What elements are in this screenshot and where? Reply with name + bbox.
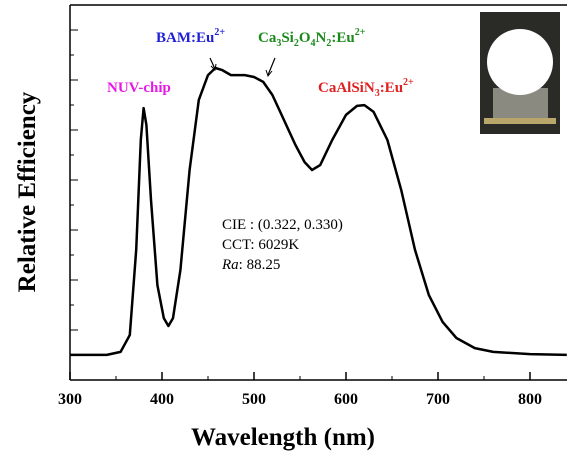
info-text: Ra: 88.25 [221,257,280,273]
x-tick-label: 800 [518,391,542,408]
x-tick-label: 600 [334,391,358,408]
x-axis-label: Wavelength (nm) [191,424,375,451]
x-tick-label: 500 [242,391,266,408]
annotation: BAM:Eu2+​ [156,27,225,46]
x-tick-label: 300 [58,391,82,408]
x-tick-label: 400 [150,391,174,408]
info-text: CIE : (0.322, 0.330) [222,217,343,233]
annotation: CaAlSiN3​:Eu2+​ [318,77,414,99]
x-tick-label: 700 [426,391,450,408]
info-text: CCT: 6029K [222,237,299,253]
y-axis-label: Relative Efficiency [14,91,41,292]
annotation: NUV-chip [107,80,171,96]
annotation: Ca3​Si2​O4​N2​:Eu2+​ [258,27,366,49]
arrow [268,58,275,75]
inset-photo [480,12,560,134]
chart: Wavelength (nm) Relative Efficiency 300 4… [0,0,567,452]
